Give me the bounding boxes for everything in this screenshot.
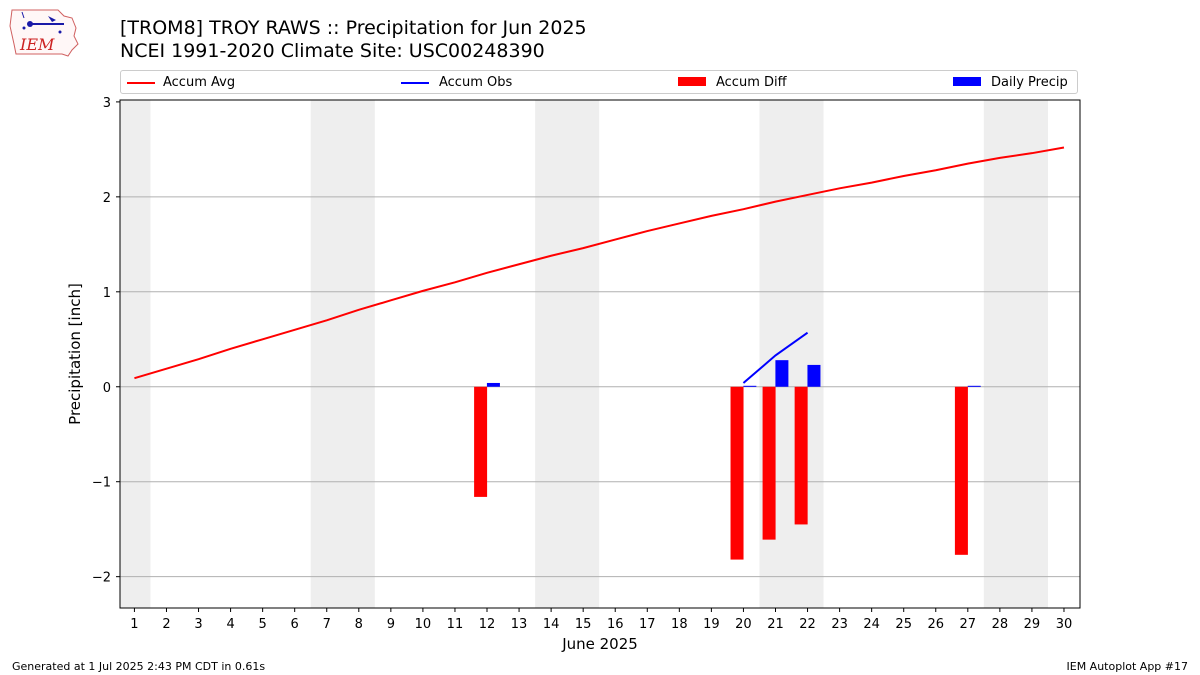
- x-tick-label-21: 21: [767, 617, 784, 632]
- legend-label-accum-diff: Accum Diff: [716, 75, 787, 90]
- bar-daily-precip-21: [775, 360, 789, 387]
- x-tick-label-7: 7: [323, 617, 331, 632]
- y-tick-label--1: −1: [92, 476, 111, 491]
- weekend-shade-0: [120, 100, 151, 608]
- x-axis-label: June 2025: [561, 635, 638, 653]
- legend-swatch-accum-avg: [127, 82, 155, 84]
- x-tick-label-1: 1: [130, 617, 138, 632]
- chart-subtitle: NCEI 1991-2020 Climate Site: USC00248390: [120, 40, 545, 62]
- x-tick-label-9: 9: [387, 617, 395, 632]
- svg-text:IEM: IEM: [19, 35, 55, 54]
- x-tick-label-24: 24: [863, 617, 880, 632]
- legend-label-accum-avg: Accum Avg: [163, 75, 236, 90]
- x-tick-label-11: 11: [447, 617, 464, 632]
- x-tick-label-15: 15: [575, 617, 592, 632]
- bar-daily-precip-20: [743, 385, 757, 387]
- footer-generated: Generated at 1 Jul 2025 2:43 PM CDT in 0…: [12, 660, 266, 673]
- bar-daily-precip-22: [807, 364, 821, 387]
- line-accum-obs: [742, 331, 809, 384]
- plot-frame: [119, 99, 1081, 609]
- legend: Accum Avg Accum Obs Accum Diff Daily Pre…: [120, 70, 1078, 94]
- x-tick-label-27: 27: [960, 617, 977, 632]
- weekend-shade-2: [535, 100, 600, 608]
- x-tick-label-10: 10: [415, 617, 432, 632]
- bar-accum-diff-22: [794, 386, 808, 525]
- weekend-shade-1: [310, 100, 375, 608]
- x-tick-label-17: 17: [639, 617, 656, 632]
- y-tick-label-0: 0: [103, 381, 111, 396]
- x-tick-label-2: 2: [162, 617, 170, 632]
- bar-accum-diff-20: [730, 386, 744, 560]
- bar-accum-diff-21: [762, 386, 776, 540]
- weekend-shade-4: [983, 100, 1048, 608]
- x-tick-label-30: 30: [1056, 617, 1073, 632]
- y-tick-label-2: 2: [103, 191, 111, 206]
- chart-title: [TROM8] TROY RAWS :: Precipitation for J…: [120, 17, 587, 39]
- x-tick-label-5: 5: [258, 617, 266, 632]
- bar-accum-diff-12: [474, 386, 488, 497]
- x-tick-label-14: 14: [543, 617, 560, 632]
- x-tick-label-26: 26: [927, 617, 944, 632]
- x-tick-label-23: 23: [831, 617, 848, 632]
- x-tick-label-12: 12: [479, 617, 496, 632]
- x-tick-label-19: 19: [703, 617, 720, 632]
- x-tick-label-20: 20: [735, 617, 752, 632]
- y-tick-label-1: 1: [103, 286, 111, 301]
- legend-swatch-accum-obs: [401, 82, 429, 84]
- x-tick-label-25: 25: [895, 617, 912, 632]
- bar-daily-precip-12: [486, 382, 500, 387]
- footer-app: IEM Autoplot App #17: [1066, 660, 1189, 673]
- x-tick-label-28: 28: [992, 617, 1009, 632]
- x-tick-label-16: 16: [607, 617, 624, 632]
- x-tick-label-4: 4: [226, 617, 234, 632]
- legend-swatch-daily-precip: [953, 77, 981, 86]
- x-tick-label-18: 18: [671, 617, 688, 632]
- bar-accum-diff-27: [954, 386, 968, 555]
- line-accum-avg: [134, 146, 1065, 380]
- y-tick-label--2: −2: [92, 571, 111, 586]
- iem-logo: IEM: [9, 9, 79, 57]
- x-tick-label-8: 8: [355, 617, 363, 632]
- legend-label-accum-obs: Accum Obs: [439, 75, 513, 90]
- legend-swatch-accum-diff: [678, 77, 706, 86]
- bar-daily-precip-27: [967, 385, 981, 387]
- legend-label-daily-precip: Daily Precip: [991, 75, 1068, 90]
- x-tick-label-29: 29: [1024, 617, 1041, 632]
- x-tick-label-6: 6: [291, 617, 299, 632]
- x-tick-label-22: 22: [799, 617, 816, 632]
- x-tick-label-3: 3: [194, 617, 202, 632]
- x-tick-label-13: 13: [511, 617, 528, 632]
- y-axis-label: Precipitation [inch]: [66, 283, 84, 425]
- y-tick-label-3: 3: [103, 96, 111, 111]
